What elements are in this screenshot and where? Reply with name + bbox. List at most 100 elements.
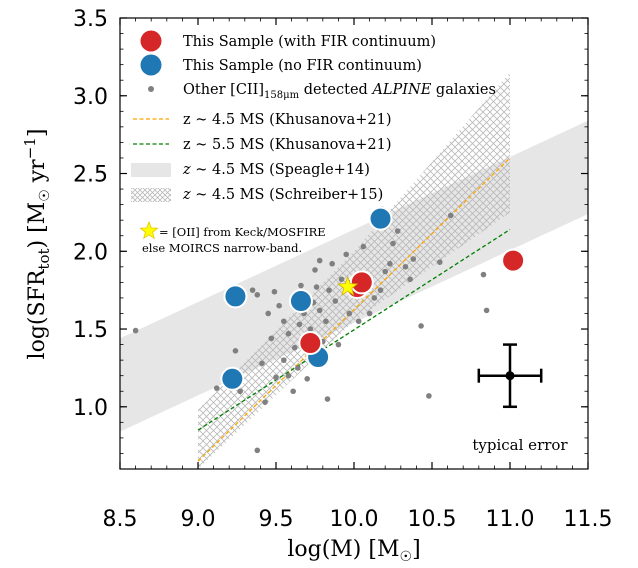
other-alpine-point xyxy=(447,212,454,219)
y-axis-label-end: ] xyxy=(25,129,50,138)
y-axis-label-sub: tot xyxy=(35,248,53,269)
error-center-point xyxy=(505,371,515,381)
other-alpine-point xyxy=(285,372,292,379)
star-note-icon xyxy=(139,220,159,240)
star-note-line2: else MOIRCS narrow-band. xyxy=(142,241,302,255)
other-alpine-point xyxy=(268,335,275,342)
other-alpine-point xyxy=(360,243,367,250)
legend-marker-other xyxy=(148,86,154,92)
x-tick-label: 11.0 xyxy=(486,507,535,532)
other-alpine-point xyxy=(324,396,331,402)
x-axis-label-end: ] xyxy=(412,537,421,562)
other-alpine-point xyxy=(316,257,323,264)
other-alpine-point xyxy=(346,310,353,317)
sample-fir-point xyxy=(349,270,374,295)
other-alpine-point xyxy=(295,365,301,371)
other-alpine-point xyxy=(213,385,220,391)
ticks-layer: 8.5 9.0 9.5 10.0 10.5 11.0 11.5 1.0 1.5 2.0 2.5 3.0… xyxy=(73,7,612,532)
other-alpine-point xyxy=(232,348,239,354)
sample-nofir-point xyxy=(368,206,393,231)
sun-symbol: ☉ xyxy=(37,189,53,202)
other-alpine-point xyxy=(426,393,432,399)
y-tick-label: 3.0 xyxy=(73,85,108,110)
oii-star-marker xyxy=(337,275,359,297)
other-alpine-point xyxy=(390,240,396,247)
x-tick-label: 9.5 xyxy=(259,507,294,532)
other-alpine-point xyxy=(271,288,278,295)
y-tick-label: 3.5 xyxy=(73,7,108,32)
sample-nofir-point xyxy=(220,366,245,391)
y-axis-label-main: log(SFR xyxy=(25,268,50,359)
other-alpine-point xyxy=(335,341,342,348)
star-note-line1: = [OII] from Keck/MOSFIRE xyxy=(159,225,326,239)
other-alpine-point xyxy=(371,295,378,301)
x-tick-label: 11.5 xyxy=(564,507,613,532)
legend-other-mid: detected xyxy=(299,82,372,98)
legend-other-italic: ALPINE xyxy=(370,82,431,98)
legend-other-pre: Other [CII] xyxy=(183,82,264,98)
other-alpine-point xyxy=(418,323,424,329)
other-alpine-point xyxy=(326,287,332,293)
legend-speagle-z: z xyxy=(182,162,191,178)
legend-label-khus45: z ~ 4.5 MS (Khusanova+21) xyxy=(183,112,391,128)
other-alpine-point xyxy=(407,276,413,283)
other-alpine-point xyxy=(394,228,401,234)
other-alpine-point xyxy=(355,318,362,325)
legend-other-post: galaxies xyxy=(431,82,496,98)
x-axis-label-main: log(M) [M xyxy=(287,537,399,562)
other-alpine-point xyxy=(281,357,287,363)
x-tick-label: 10.5 xyxy=(408,507,457,532)
khusanova-z55-line xyxy=(197,228,511,431)
legend: This Sample (with FIR continuum) This Sa… xyxy=(131,30,496,255)
other-alpine-point xyxy=(290,388,296,395)
other-alpine-point xyxy=(237,388,243,395)
legend-schreiber-z: z xyxy=(182,187,191,203)
other-alpine-point xyxy=(382,268,389,275)
other-alpine-point xyxy=(387,260,393,267)
legend-patch-schreiber xyxy=(131,188,171,202)
y-tick-label: 1.0 xyxy=(73,396,108,421)
other-alpine-point xyxy=(132,327,139,334)
sample-nofir-point xyxy=(288,289,313,314)
x-axis-label: log(M) [M☉] xyxy=(287,537,420,565)
other-alpine-point xyxy=(329,260,335,267)
points-layer xyxy=(132,206,526,454)
other-alpine-point xyxy=(480,271,487,278)
other-alpine-point xyxy=(402,264,409,270)
other-alpine-point xyxy=(313,284,320,290)
x-tick-label: 10.0 xyxy=(330,507,379,532)
y-axis-label-exp: −1 xyxy=(21,137,39,159)
other-alpine-point xyxy=(323,318,329,325)
legend-marker-fir xyxy=(140,30,162,52)
other-alpine-point xyxy=(276,302,282,309)
other-alpine-point xyxy=(254,447,261,454)
other-alpine-point xyxy=(307,326,314,332)
legend-label-schreiber: z ~ 4.5 MS (Schreiber+15) xyxy=(182,187,383,203)
sample-fir-point xyxy=(501,248,526,273)
other-alpine-point xyxy=(377,287,384,293)
other-alpine-point xyxy=(291,344,298,351)
legend-speagle-rest: ~ 4.5 MS (Speagle+14) xyxy=(191,162,370,178)
typical-error-bar xyxy=(477,343,543,409)
y-tick-label: 2.0 xyxy=(73,240,108,265)
other-alpine-point xyxy=(312,267,318,273)
typical-error-label: typical error xyxy=(472,436,568,454)
other-alpine-point xyxy=(366,310,373,317)
other-alpine-point xyxy=(316,307,323,314)
other-alpine-point xyxy=(332,298,339,304)
x-tick-label: 8.5 xyxy=(103,507,138,532)
schreiber-band xyxy=(198,72,510,469)
other-alpine-point xyxy=(296,321,303,328)
legend-patch-speagle xyxy=(131,163,171,177)
y-axis-label: log(SFRtot) [M☉ yr−1] xyxy=(21,129,53,360)
other-alpine-point xyxy=(262,399,268,405)
y-axis-label-unit: yr xyxy=(25,159,50,189)
sample-nofir-point xyxy=(223,284,248,309)
sun-symbol: ☉ xyxy=(400,549,413,565)
legend-label-khus55: z ~ 5.5 MS (Khusanova+21) xyxy=(183,137,391,153)
other-alpine-point xyxy=(259,360,265,367)
other-alpine-point xyxy=(285,330,292,337)
legend-marker-nofir xyxy=(140,54,162,76)
other-alpine-point xyxy=(249,287,256,293)
